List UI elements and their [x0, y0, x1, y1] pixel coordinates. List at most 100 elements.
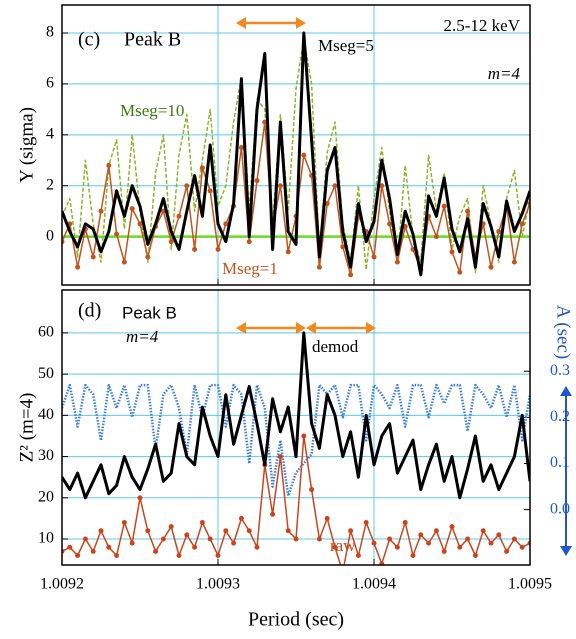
series-marker [480, 528, 486, 534]
series-marker [472, 553, 478, 559]
series-marker [441, 548, 447, 554]
series-marker [285, 249, 291, 255]
series-marker [457, 544, 463, 550]
series-name: Mseg=10 [120, 101, 184, 120]
series-marker [410, 553, 416, 559]
x-tick-label: 1.0093 [196, 576, 240, 593]
series-marker [309, 487, 315, 493]
series-marker [90, 548, 96, 554]
series-marker [67, 544, 73, 550]
series-marker [106, 162, 112, 168]
series-marker [387, 221, 393, 227]
series-marker [496, 532, 502, 538]
series-marker [137, 221, 143, 227]
series-marker [355, 553, 361, 559]
arrow-head [306, 322, 316, 334]
y2-axis-label: A (sec) [553, 305, 574, 359]
series-marker [75, 264, 81, 270]
y2-tick-label: 0.3 [550, 362, 570, 379]
series-marker [324, 515, 330, 521]
series-marker [371, 540, 377, 546]
series-marker [402, 520, 408, 526]
series-line [62, 331, 530, 500]
series-marker [488, 540, 494, 546]
series-marker [519, 544, 525, 550]
x-axis-label: Period (sec) [248, 609, 344, 631]
y-tick-label: 30 [38, 447, 54, 464]
panel-label: (c) [78, 29, 100, 51]
panel-label: (d) [78, 300, 101, 322]
energy-label: 2.5-12 keV [444, 16, 521, 35]
series-marker [238, 515, 244, 521]
arrow-head [560, 546, 572, 556]
series-marker [98, 528, 104, 534]
series-marker [441, 203, 447, 209]
series-marker [316, 536, 322, 542]
y-axis-label: Z² (m=4) [16, 393, 37, 463]
series-marker [254, 178, 260, 184]
series-marker [176, 553, 182, 559]
y-tick-label: 4 [46, 125, 54, 142]
series-marker [114, 553, 120, 559]
plot-area [62, 331, 530, 565]
series-marker [519, 221, 525, 227]
series-marker [433, 528, 439, 534]
series-marker [137, 495, 143, 501]
series-marker [301, 433, 307, 439]
series-marker [418, 532, 424, 538]
series-name: Mseg=5 [318, 36, 374, 55]
series-marker [129, 206, 135, 212]
series-marker [270, 511, 276, 517]
series-marker [340, 244, 346, 250]
m-label: m=4 [126, 327, 159, 346]
x-tick-label: 1.0092 [40, 576, 84, 593]
series-marker [168, 524, 174, 530]
series-marker [426, 540, 432, 546]
series-name: raw [330, 536, 356, 555]
frame [61, 4, 531, 286]
x-tick-label: 1.0095 [508, 576, 552, 593]
series-marker [371, 254, 377, 260]
series-marker [254, 544, 260, 550]
series-marker [215, 553, 221, 559]
series-marker [184, 183, 190, 189]
series-marker [363, 520, 369, 526]
series-marker [223, 221, 229, 227]
series-marker [394, 544, 400, 550]
series-marker [379, 183, 385, 189]
y-tick-label: 50 [38, 365, 54, 382]
series-marker [184, 532, 190, 538]
y-tick-label: 6 [46, 75, 54, 92]
y-tick-label: 2 [46, 176, 54, 193]
series-marker [277, 454, 283, 460]
series-marker [168, 239, 174, 245]
series-marker [145, 528, 151, 534]
series-marker [277, 183, 283, 189]
y-tick-label: 40 [38, 406, 54, 423]
y-tick-label: 60 [38, 324, 54, 341]
series-marker [348, 272, 354, 278]
arrow-head [366, 322, 376, 334]
series-marker [82, 536, 88, 542]
series-marker [160, 536, 166, 542]
series-marker [511, 259, 517, 265]
series-marker [394, 259, 400, 265]
series-marker [504, 548, 510, 554]
series-marker [324, 201, 330, 207]
y-tick-label: 8 [46, 24, 54, 41]
y-tick-label: 0 [46, 227, 54, 244]
plot-area [62, 31, 530, 278]
y-tick-label: 10 [38, 530, 54, 547]
series-marker [192, 544, 198, 550]
series-marker [145, 254, 151, 260]
series-marker [215, 246, 221, 252]
series-marker [199, 520, 205, 526]
series-marker [511, 536, 517, 542]
series-marker [316, 264, 322, 270]
arrow-head [236, 322, 246, 334]
series-marker [465, 208, 471, 214]
series-marker [488, 264, 494, 270]
series-marker [98, 208, 104, 214]
series-marker [449, 249, 455, 255]
